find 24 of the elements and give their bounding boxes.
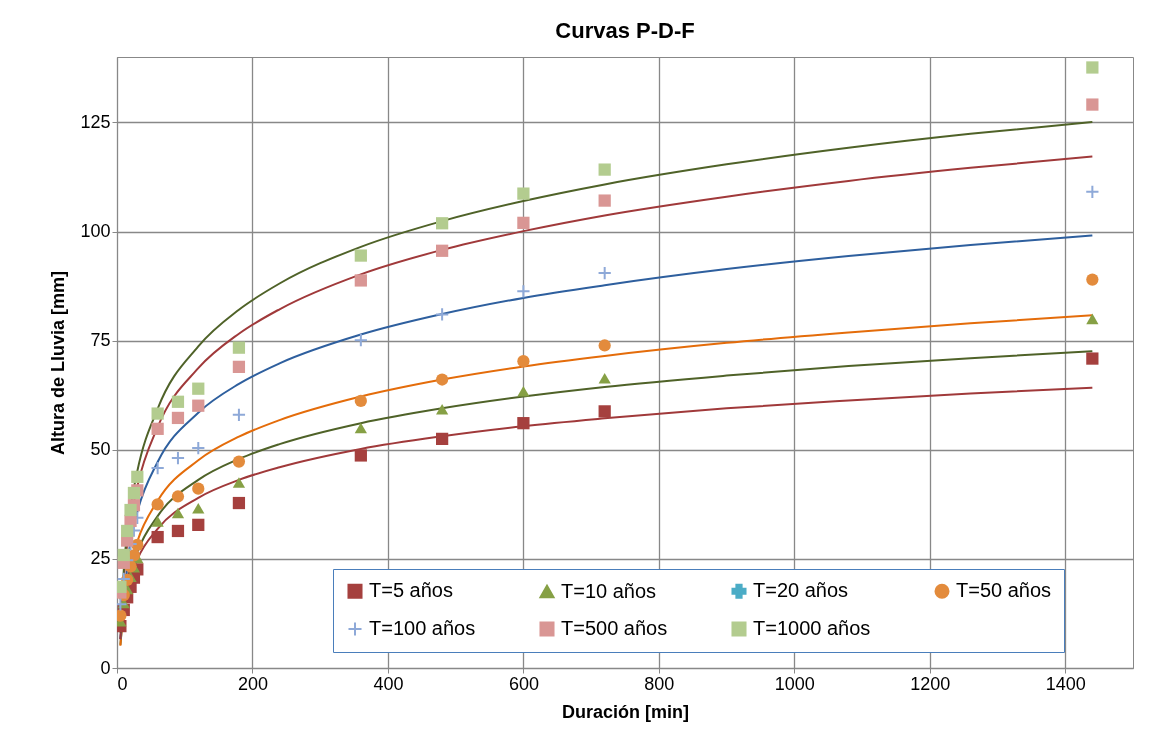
x-axis-title: Duración [min] [561, 701, 690, 722]
x-tick-label: 800 [644, 673, 675, 694]
chart-title: Curvas P-D-F [555, 18, 695, 43]
y-tick-label: 100 [80, 221, 111, 242]
y-tick-label: 125 [80, 111, 111, 132]
x-tick-label: 200 [237, 673, 268, 694]
y-tick-label: 25 [90, 548, 111, 569]
y-tick-label: 50 [90, 439, 111, 460]
x-tick-label: 1000 [774, 673, 815, 694]
legend-label: T=500 años [561, 617, 668, 639]
legend-label: T=100 años [369, 617, 476, 639]
x-tick-label: 0 [117, 673, 128, 694]
x-tick-label: 400 [373, 673, 404, 694]
x-tick-label: 600 [508, 673, 539, 694]
legend-label: T=10 años [561, 579, 657, 602]
legend-label: T=20 años [753, 579, 849, 602]
y-tick-label: 0 [100, 657, 111, 678]
y-axis-title: Altura de Lluvia [mm] [48, 270, 69, 456]
x-tick-label: 1200 [910, 673, 951, 694]
y-tick-label: 75 [90, 330, 111, 351]
x-tick-label: 1400 [1045, 673, 1086, 694]
legend-label: T=5 años [369, 579, 453, 602]
legend-label: T=1000 años [753, 617, 871, 639]
legend-label: T=50 años [956, 579, 1052, 602]
